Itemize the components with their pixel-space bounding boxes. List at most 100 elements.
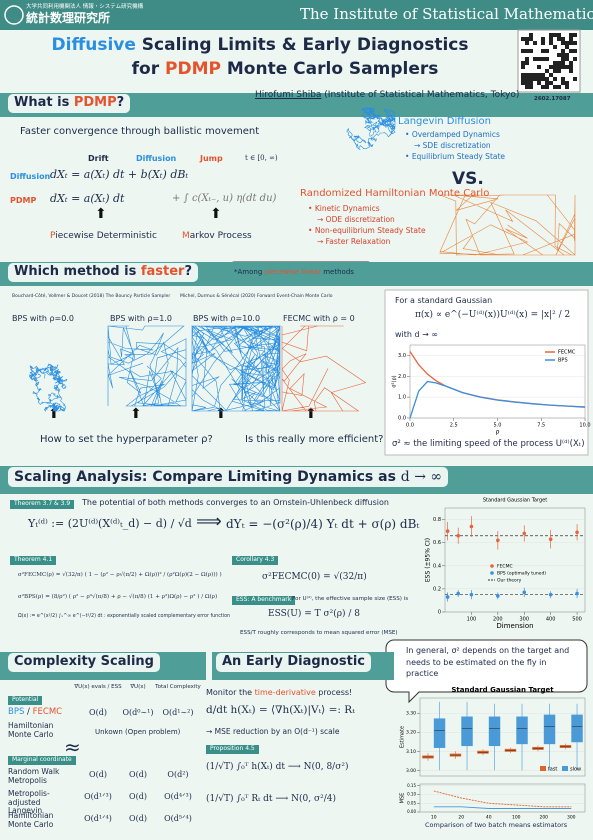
method-title: Randomized Hamiltonian Monte Carlo — [300, 188, 489, 200]
qr-cell — [525, 37, 529, 41]
qr-cell — [557, 85, 561, 89]
arrow: ⬆ — [210, 206, 222, 222]
y-tick-label: 3.00 — [406, 768, 416, 774]
qr-cell — [569, 61, 573, 65]
cell: O(d⁰∼¹) — [113, 708, 163, 717]
tag-part: Proposition 4.5 — [210, 745, 255, 752]
qr-cell — [573, 77, 577, 81]
qr-cell — [561, 49, 565, 53]
logo — [4, 5, 24, 25]
x-tick-label: 500 — [572, 617, 582, 623]
org-name-jp: 統計数理研究所 — [26, 11, 111, 26]
qr-cell — [545, 49, 549, 53]
equation: U⁽ᵈ⁾(x) = |x|² / 2 — [500, 310, 570, 320]
y-tick-label: 3.10 — [406, 749, 416, 755]
approx: ≈ — [64, 736, 81, 759]
qr-cell — [565, 45, 569, 49]
title-part: Diffusive — [51, 35, 136, 55]
qr-cell — [557, 37, 561, 41]
caption: Comparison of two batch means estimators — [425, 821, 568, 829]
equation: σ²FECMC(0) = √(32/π) — [262, 572, 367, 582]
qr-cell — [561, 77, 565, 81]
point — [456, 591, 461, 596]
x-axis-label: Dimension — [496, 622, 533, 630]
point — [496, 594, 500, 598]
point — [548, 537, 553, 541]
speed-panel — [384, 289, 589, 456]
trajectory — [438, 194, 576, 256]
formula: σ²FECMC(ρ) = √(32/π) ( 1 − (ρ² − ρ√(π/2)… — [18, 572, 222, 578]
qr-cell — [545, 85, 549, 89]
x-tick-label: 300 — [519, 617, 529, 623]
qr-cell — [569, 49, 573, 53]
qr-cell — [541, 73, 545, 77]
text-part: with d → ∞ — [395, 330, 439, 339]
eq-label-part: Diffusion — [10, 172, 51, 181]
plot-frame — [419, 783, 586, 813]
plot-frame — [419, 697, 586, 777]
qr-cell — [545, 77, 549, 81]
pd-label: Piecewise Deterministic — [50, 231, 157, 241]
text-part: time-derivative — [254, 688, 316, 697]
speed-note-part: σ² ≈ the limiting speed of the process U… — [392, 439, 585, 449]
qr-cell — [521, 73, 525, 77]
qr-cell — [533, 73, 537, 77]
section-heading-part: d → ∞ — [400, 469, 443, 485]
lead: Faster convergence through ballistic mov… — [20, 126, 259, 138]
method-title: Langevin Diffusion — [398, 116, 491, 128]
column-header: ∇U(x) evals / ESS — [68, 684, 128, 690]
qr-cell — [573, 33, 577, 37]
y-tick-label: 0.0 — [398, 416, 406, 422]
text-part: The potential of both methods converges … — [82, 498, 389, 507]
vs-part: VS. — [452, 169, 484, 189]
line — [433, 806, 572, 809]
x-tick-label: 400 — [546, 617, 556, 623]
section-heading-part: What is — [14, 95, 74, 110]
equation-part: (1/√T) ∫₀ᵀ h(Xₜ) dt ⟶ N(0, 8/σ²) — [206, 762, 349, 772]
caption-part: Comparison of two batch means estimators — [425, 821, 568, 829]
tag: Marginal coordinate — [8, 756, 76, 765]
plot-frame — [409, 344, 586, 419]
qr-cell — [553, 33, 557, 37]
title-part: for — [131, 59, 166, 79]
equation-part: ESS(U) = T σ²(ρ) / 8 — [268, 609, 361, 619]
equation-part: dYₜ = −(σ²(ρ)/4) Yₜ dt + σ(ρ) dBₜ — [226, 517, 420, 531]
panel-label-part: FECMC with ρ = 0 — [283, 314, 355, 323]
line — [409, 380, 586, 419]
tag: Theorem 4.1 — [10, 556, 57, 565]
method-item: → ODE discretization — [317, 215, 395, 225]
row-name: Metropolis-adjusted Langevin — [8, 789, 72, 816]
y-tick-label: 0.6 — [433, 540, 441, 546]
column-header: Total Complexity — [148, 684, 208, 690]
term-part: Jump — [200, 154, 223, 163]
qr-cell — [561, 81, 565, 85]
text: For U⁽ᵈ⁾, the effective sample size (ESS… — [292, 596, 408, 602]
qr-cell — [521, 77, 525, 81]
lead-part: Faster convergence through ballistic mov… — [20, 126, 260, 137]
equation-part: U⁽ᵈ⁾(x) = |x|² / 2 — [500, 310, 571, 320]
tag: Corollary 4.3 — [232, 556, 279, 565]
panel-label: BPS with ρ=10.0 — [193, 314, 260, 323]
row-name-part: Metropolis-adjusted Langevin — [8, 789, 50, 816]
text-part: ESS/T roughly corresponds to mean square… — [240, 630, 398, 636]
equation-part: d/dt h(Xₜ) = ⟨∇h(Xₜ)|Vₜ⟩ =: Rₜ — [206, 704, 355, 716]
eq-label-part: PDMP — [10, 196, 37, 205]
method-item-part: Overdamped Dynamics — [411, 130, 500, 139]
chart-title: Standard Gaussian Target — [451, 686, 554, 694]
question: How to set the hyperparameter ρ? — [40, 434, 213, 446]
y-axis-label: MSE — [400, 793, 406, 804]
y-tick-label: 0.8 — [433, 517, 441, 523]
cell-part: O(d) — [129, 770, 147, 779]
row-name-part: BPS — [8, 707, 25, 717]
section-heading: Complexity Scaling — [8, 653, 160, 672]
qr-cell — [525, 61, 529, 65]
equation-part: dXₜ = a(Xₜ) dt + b(Xₜ) dBₜ — [50, 168, 189, 181]
equation-part: (1/√T) ∫₀ᵀ Rₜ dt ⟶ N(0, σ²/4) — [206, 794, 337, 804]
row-name: Random Walk Metropolis — [8, 767, 72, 785]
question: Is this really more efficient? — [245, 434, 384, 446]
text: Monitor the time-derivative process! — [206, 688, 352, 697]
org-name-jp-part: 統計数理研究所 — [26, 11, 111, 25]
tag: Potential — [8, 696, 43, 705]
cell: O(d¹ᐟ³) — [73, 792, 123, 801]
qr-cell — [521, 37, 525, 41]
